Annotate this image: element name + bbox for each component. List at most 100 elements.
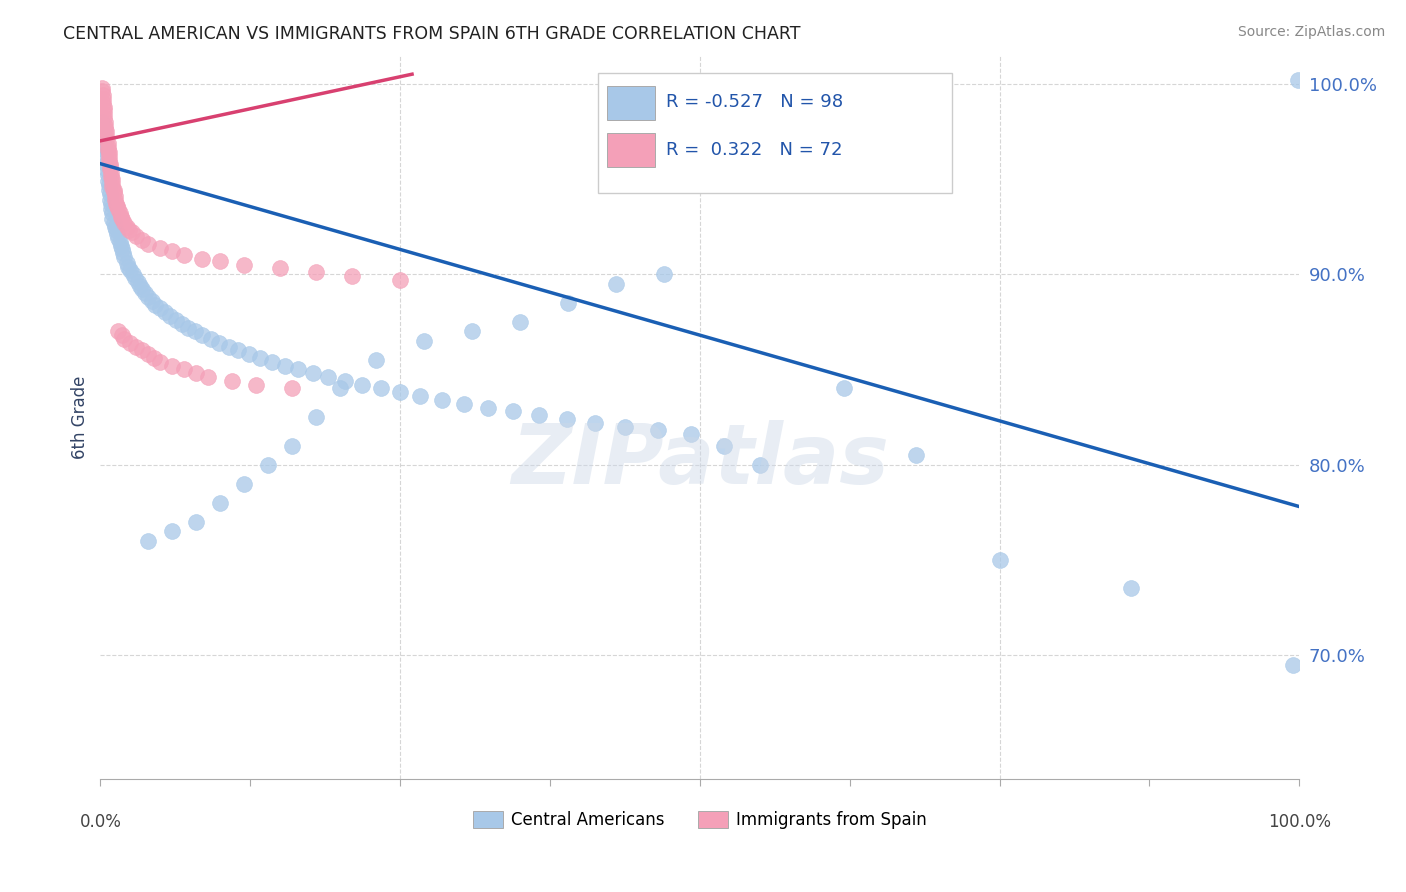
- Point: [364, 352, 387, 367]
- Point: [245, 377, 267, 392]
- Point: [191, 328, 214, 343]
- Point: [527, 408, 550, 422]
- Point: [287, 362, 309, 376]
- Point: [94, 144, 117, 158]
- Text: 0.0%: 0.0%: [79, 814, 121, 831]
- Point: [90, 80, 112, 95]
- Point: [988, 553, 1011, 567]
- Point: [477, 401, 499, 415]
- Text: Source: ZipAtlas.com: Source: ZipAtlas.com: [1237, 25, 1385, 39]
- Point: [104, 223, 127, 237]
- Point: [91, 95, 114, 110]
- Point: [103, 216, 125, 230]
- Point: [94, 151, 117, 165]
- Point: [121, 225, 143, 239]
- Point: [145, 298, 167, 312]
- Point: [93, 130, 115, 145]
- Point: [103, 186, 125, 200]
- Text: ZIPatlas: ZIPatlas: [510, 420, 889, 501]
- Point: [104, 193, 127, 207]
- Point: [453, 397, 475, 411]
- Point: [141, 293, 163, 308]
- Point: [96, 139, 118, 153]
- Point: [91, 88, 114, 103]
- Point: [184, 324, 207, 338]
- Point: [329, 381, 352, 395]
- Point: [260, 355, 283, 369]
- Point: [131, 282, 153, 296]
- FancyBboxPatch shape: [607, 86, 655, 120]
- Point: [118, 223, 141, 237]
- Point: [257, 458, 280, 472]
- Point: [115, 219, 138, 234]
- Text: CENTRAL AMERICAN VS IMMIGRANTS FROM SPAIN 6TH GRADE CORRELATION CHART: CENTRAL AMERICAN VS IMMIGRANTS FROM SPAI…: [63, 25, 801, 43]
- Point: [103, 183, 125, 197]
- Point: [131, 343, 153, 358]
- Point: [97, 178, 120, 192]
- Point: [96, 128, 118, 142]
- Point: [90, 115, 112, 129]
- Point: [461, 324, 484, 338]
- Point: [134, 286, 156, 301]
- Point: [97, 153, 120, 167]
- Point: [101, 172, 124, 186]
- Point: [681, 427, 703, 442]
- Point: [585, 416, 607, 430]
- Point: [186, 515, 208, 529]
- Point: [177, 320, 200, 334]
- Point: [112, 246, 135, 260]
- Point: [162, 524, 184, 539]
- Point: [557, 295, 579, 310]
- Point: [96, 174, 118, 188]
- Point: [97, 149, 120, 163]
- Point: [149, 301, 172, 316]
- Point: [186, 366, 208, 380]
- Point: [305, 410, 328, 425]
- Point: [389, 385, 412, 400]
- Point: [125, 229, 148, 244]
- Point: [112, 216, 135, 230]
- Point: [509, 315, 531, 329]
- Point: [101, 179, 124, 194]
- Point: [100, 169, 122, 184]
- Point: [120, 263, 142, 277]
- Point: [502, 404, 524, 418]
- Point: [94, 115, 117, 129]
- Point: [170, 317, 193, 331]
- Point: [153, 305, 176, 319]
- Point: [713, 439, 735, 453]
- Point: [389, 273, 412, 287]
- Legend: Central Americans, Immigrants from Spain: Central Americans, Immigrants from Spain: [465, 805, 934, 836]
- Point: [93, 111, 115, 125]
- Text: 100.0%: 100.0%: [1268, 814, 1330, 831]
- Point: [274, 359, 297, 373]
- Point: [110, 238, 132, 252]
- Point: [111, 243, 134, 257]
- Point: [233, 258, 256, 272]
- Text: R = -0.527   N = 98: R = -0.527 N = 98: [666, 93, 844, 112]
- Point: [614, 419, 637, 434]
- Point: [221, 374, 243, 388]
- Point: [112, 250, 135, 264]
- Point: [112, 332, 135, 346]
- Point: [127, 275, 149, 289]
- Point: [208, 335, 231, 350]
- Point: [98, 159, 121, 173]
- Point: [413, 334, 436, 348]
- Point: [115, 256, 138, 270]
- Point: [117, 260, 139, 274]
- Point: [197, 370, 219, 384]
- Point: [97, 145, 120, 160]
- Point: [162, 244, 184, 259]
- Point: [143, 351, 166, 365]
- Point: [96, 124, 118, 138]
- Point: [136, 236, 159, 251]
- Point: [100, 202, 122, 217]
- Point: [93, 103, 115, 118]
- Point: [100, 196, 122, 211]
- Point: [104, 219, 127, 234]
- Point: [98, 157, 121, 171]
- Point: [218, 340, 240, 354]
- Point: [96, 132, 118, 146]
- Point: [104, 189, 127, 203]
